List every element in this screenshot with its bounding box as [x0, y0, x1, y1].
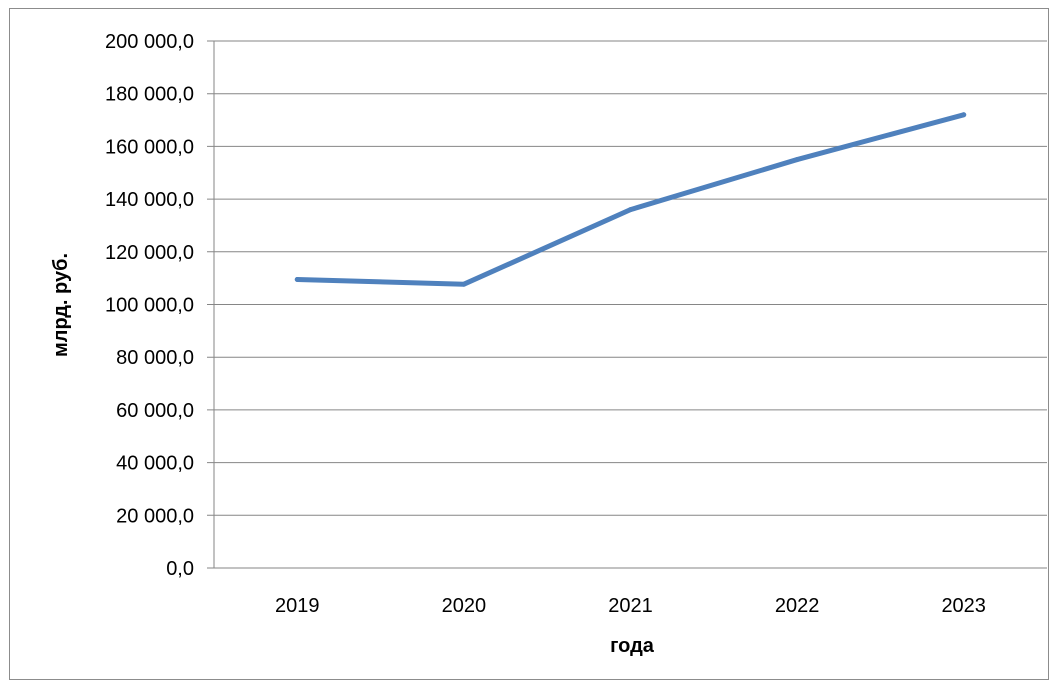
- y-tick-label: 180 000,0: [105, 84, 194, 106]
- x-axis-title: года: [610, 635, 655, 657]
- y-tick-label: 80 000,0: [116, 347, 194, 369]
- y-tick-label: 60 000,0: [116, 400, 194, 422]
- x-tick-label: 2019: [275, 595, 320, 617]
- x-axis: 2019 2020 2021 2022 2023: [275, 595, 986, 617]
- y-axis: 0,0 20 000,0 40 000,0 60 000,0 80 000,0 100 0…: [105, 31, 215, 580]
- data-point: [961, 112, 967, 118]
- gridlines: [207, 40, 1047, 569]
- data-point: [794, 157, 800, 163]
- data-point: [461, 281, 467, 287]
- y-tick-label: 40 000,0: [116, 453, 194, 475]
- data-point: [628, 207, 633, 213]
- y-tick-label: 140 000,0: [105, 189, 194, 211]
- y-tick-label: 120 000,0: [105, 242, 194, 264]
- data-point: [294, 276, 300, 282]
- y-axis-title: млрд. руб.: [50, 253, 72, 357]
- series-layer: [294, 112, 967, 287]
- y-tick-label: 0,0: [166, 558, 194, 580]
- y-tick-label: 200 000,0: [105, 31, 194, 53]
- x-tick-label: 2023: [941, 595, 986, 617]
- y-tick-label: 160 000,0: [105, 136, 194, 158]
- y-tick-label: 100 000,0: [105, 295, 194, 317]
- x-tick-label: 2020: [442, 595, 487, 617]
- x-tick-label: 2021: [608, 595, 653, 617]
- x-tick-label: 2022: [775, 595, 820, 617]
- y-tick-label: 20 000,0: [116, 505, 194, 527]
- chart-frame: [9, 8, 1049, 680]
